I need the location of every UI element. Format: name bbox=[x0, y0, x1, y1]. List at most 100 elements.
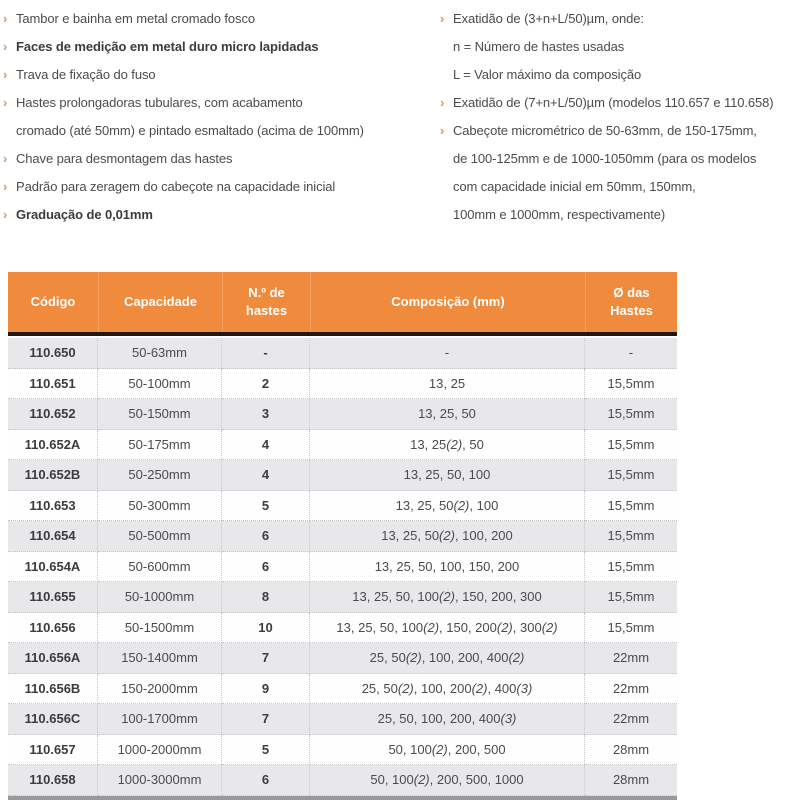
cell-cap: 100-1700mm bbox=[98, 704, 222, 735]
cell-cap: 50-175mm bbox=[98, 429, 222, 460]
cell-cap: 50-100mm bbox=[98, 368, 222, 399]
feature-line: › Tambor e bainha em metal cromado fosco bbox=[3, 4, 437, 32]
cell-num: 7 bbox=[222, 704, 310, 735]
table-header-row: Código Capacidade N.º de hastes Composição … bbox=[8, 272, 677, 332]
column-header-dia: Ø das Hastes bbox=[585, 272, 677, 332]
feature-text: Padrão para zeragem do cabeçote na capac… bbox=[16, 178, 336, 194]
feature-item-right-2: › Cabeçote micrométrico de 50-63mm, de 15… bbox=[440, 116, 798, 228]
cell-cap: 50-150mm bbox=[98, 399, 222, 430]
cell-code: 110.656C bbox=[8, 704, 98, 735]
feature-list-left: › Tambor e bainha em metal cromado fosco ›… bbox=[3, 4, 437, 228]
cell-cap: 50-300mm bbox=[98, 490, 222, 521]
cell-cap: 150-2000mm bbox=[98, 673, 222, 704]
cell-code: 110.657 bbox=[8, 734, 98, 765]
feature-line: › Chave para desmontagem das hastes bbox=[3, 144, 437, 172]
cell-cap: 1000-2000mm bbox=[98, 734, 222, 765]
cell-dia: 28mm bbox=[585, 735, 677, 765]
cell-comp: - bbox=[310, 338, 585, 369]
table-row-110.656: 110.656 50-1500mm 10 13, 25, 50, 100 (2), 15… bbox=[8, 612, 677, 643]
feature-line: de 100-125mm e de 1000-1050mm (para os m… bbox=[440, 144, 798, 172]
cell-comp: 50, 100 (2), 200, 500 bbox=[310, 734, 585, 765]
table-row-110.652B: 110.652B 50-250mm 4 13, 25, 50, 100 15,5mm bbox=[8, 460, 677, 491]
cell-cap: 50-1500mm bbox=[98, 612, 222, 643]
table-row-110.650: 110.650 50-63mm - - - bbox=[8, 338, 677, 369]
cell-dia: 15,5mm bbox=[585, 460, 677, 491]
table-bottom-border bbox=[8, 795, 677, 800]
feature-item-right-1: › Exatidão de (7+n+L/50)µm (modelos 110.6… bbox=[440, 88, 798, 116]
feature-text: 100mm e 1000mm, respectivamente) bbox=[453, 206, 666, 222]
cell-dia: 15,5mm bbox=[585, 552, 677, 582]
table-body: 110.650 50-63mm - - -110.651 50-100mm 2 13, 25 1… bbox=[8, 338, 677, 796]
chevron-bullet-icon: › bbox=[3, 178, 8, 194]
feature-list-right: › Exatidão de (3+n+L/50)µm, onde: n = Núme… bbox=[440, 4, 798, 228]
cell-code: 110.652B bbox=[8, 460, 98, 491]
chevron-bullet-icon: › bbox=[440, 122, 445, 138]
feature-text: Cabeçote micrométrico de 50-63mm, de 150… bbox=[453, 122, 757, 138]
cell-comp: 25, 50 (2), 100, 200 (2), 400 (3) bbox=[310, 673, 585, 704]
feature-item-left-0: › Tambor e bainha em metal cromado fosco bbox=[3, 4, 437, 32]
cell-dia: 15,5mm bbox=[585, 613, 677, 643]
cell-cap: 50-63mm bbox=[98, 338, 222, 369]
feature-line: › Graduação de 0,01mm bbox=[3, 200, 437, 228]
feature-text: Chave para desmontagem das hastes bbox=[16, 150, 233, 166]
cell-comp: 13, 25 (2), 50 bbox=[310, 429, 585, 460]
cell-num: 10 bbox=[222, 612, 310, 643]
cell-num: 6 bbox=[222, 521, 310, 552]
column-header-comp: Composição (mm) bbox=[310, 272, 585, 332]
cell-num: 5 bbox=[222, 490, 310, 521]
chevron-bullet-icon: › bbox=[440, 94, 445, 110]
table-row-110.654: 110.654 50-500mm 6 13, 25, 50 (2), 100, 200 1… bbox=[8, 521, 677, 552]
cell-cap: 50-500mm bbox=[98, 521, 222, 552]
table-row-110.656A: 110.656A 150-1400mm 7 25, 50 (2), 100, 200, … bbox=[8, 643, 677, 674]
feature-line: › Hastes prolongadoras tubulares, com aca… bbox=[3, 88, 437, 116]
feature-line: com capacidade inicial em 50mm, 150mm, bbox=[440, 172, 798, 200]
cell-num: 6 bbox=[222, 765, 310, 796]
cell-cap: 1000-3000mm bbox=[98, 765, 222, 796]
cell-code: 110.653 bbox=[8, 490, 98, 521]
cell-code: 110.652 bbox=[8, 399, 98, 430]
chevron-bullet-icon: › bbox=[3, 38, 8, 54]
cell-comp: 13, 25 bbox=[310, 368, 585, 399]
cell-comp: 13, 25, 50, 100 (2), 150, 200 (2), 300 (2) bbox=[310, 612, 585, 643]
cell-comp: 13, 25, 50, 100, 150, 200 bbox=[310, 551, 585, 582]
feature-text: com capacidade inicial em 50mm, 150mm, bbox=[453, 178, 696, 194]
table-row-110.652A: 110.652A 50-175mm 4 13, 25 (2), 50 15,5mm bbox=[8, 429, 677, 460]
feature-text: Trava de fixação do fuso bbox=[16, 66, 156, 82]
table-row-110.651: 110.651 50-100mm 2 13, 25 15,5mm bbox=[8, 368, 677, 399]
feature-line: › Padrão para zeragem do cabeçote na capa… bbox=[3, 172, 437, 200]
table-row-110.656C: 110.656C 100-1700mm 7 25, 50, 100, 200, 400… bbox=[8, 704, 677, 735]
cell-dia: 22mm bbox=[585, 704, 677, 735]
feature-line: › Exatidão de (3+n+L/50)µm, onde: bbox=[440, 4, 798, 32]
cell-num: 4 bbox=[222, 429, 310, 460]
specifications-table: Código Capacidade N.º de hastes Composição … bbox=[8, 272, 677, 800]
cell-dia: 22mm bbox=[585, 643, 677, 674]
table-row-110.657: 110.657 1000-2000mm 5 50, 100 (2), 200, 500 2… bbox=[8, 734, 677, 765]
feature-text: Tambor e bainha em metal cromado fosco bbox=[16, 10, 255, 26]
chevron-bullet-icon: › bbox=[3, 206, 8, 222]
cell-dia: 28mm bbox=[585, 765, 677, 796]
column-header-cap: Capacidade bbox=[98, 272, 222, 332]
cell-num: - bbox=[222, 338, 310, 369]
feature-item-right-0: › Exatidão de (3+n+L/50)µm, onde: n = Núme… bbox=[440, 4, 798, 88]
cell-num: 8 bbox=[222, 582, 310, 613]
cell-num: 5 bbox=[222, 734, 310, 765]
feature-line: n = Número de hastes usadas bbox=[440, 32, 798, 60]
feature-item-left-5: › Padrão para zeragem do cabeçote na capa… bbox=[3, 172, 437, 200]
feature-item-left-3: › Hastes prolongadoras tubulares, com aca… bbox=[3, 88, 437, 144]
cell-comp: 13, 25, 50 (2), 100 bbox=[310, 490, 585, 521]
cell-cap: 150-1400mm bbox=[98, 643, 222, 674]
cell-num: 4 bbox=[222, 460, 310, 491]
cell-code: 110.656A bbox=[8, 643, 98, 674]
table-row-110.655: 110.655 50-1000mm 8 13, 25, 50, 100 (2), 150… bbox=[8, 582, 677, 613]
chevron-bullet-icon: › bbox=[440, 10, 445, 26]
cell-cap: 50-250mm bbox=[98, 460, 222, 491]
feature-text: Graduação de 0,01mm bbox=[16, 206, 153, 222]
table-row-110.654A: 110.654A 50-600mm 6 13, 25, 50, 100, 150, 2… bbox=[8, 551, 677, 582]
chevron-bullet-icon: › bbox=[3, 66, 8, 82]
cell-dia: 15,5mm bbox=[585, 430, 677, 460]
cell-dia: - bbox=[585, 338, 677, 369]
cell-code: 110.655 bbox=[8, 582, 98, 613]
cell-code: 110.656 bbox=[8, 612, 98, 643]
cell-code: 110.654A bbox=[8, 551, 98, 582]
feature-line: cromado (até 50mm) e pintado esmaltado (… bbox=[3, 116, 437, 144]
